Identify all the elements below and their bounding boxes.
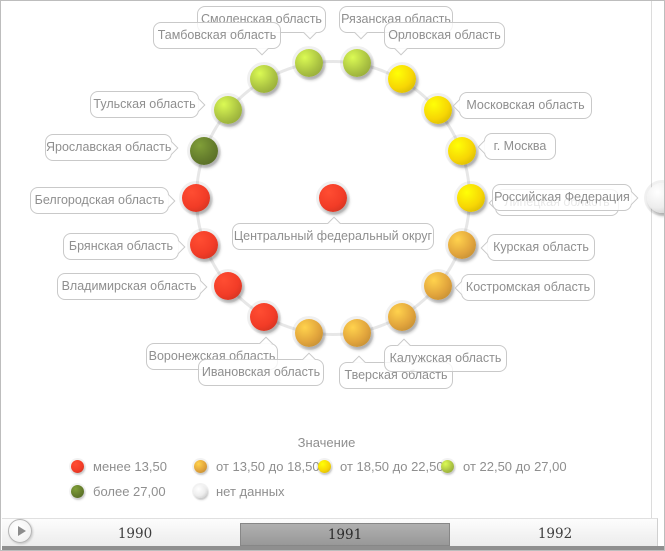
callout-pointer (253, 48, 271, 58)
play-icon (18, 526, 26, 536)
callout-pointer (392, 48, 410, 58)
legend-color-dot (194, 460, 207, 473)
legend-label: более 27,00 (93, 484, 166, 499)
region-label: Брянская область (68, 239, 174, 253)
region-label: Ивановская область (201, 365, 321, 379)
legend-color-dot (71, 460, 84, 473)
legend-label: нет данных (216, 484, 285, 499)
region-label: Российская Федерация (494, 190, 630, 204)
region-callout: Калужская область (384, 338, 507, 372)
region-dot[interactable] (424, 272, 453, 301)
play-button[interactable] (8, 519, 32, 543)
region-label: Владимирская область (61, 279, 197, 293)
region-label: Калужская область (389, 351, 502, 365)
callout-pointer (631, 189, 641, 207)
callout-pointer (198, 96, 208, 114)
center-region-dot[interactable] (319, 184, 347, 212)
legend-color-dot (71, 485, 84, 498)
region-dot[interactable] (424, 95, 453, 124)
region-label: Ярославская область (46, 140, 172, 154)
panel-divider (651, 1, 652, 518)
region-dot[interactable] (250, 303, 279, 332)
region-dot[interactable] (250, 64, 279, 93)
timeline-year-1991[interactable]: 1991 (240, 523, 450, 546)
callout-pointer (171, 139, 181, 157)
region-callout: Курская область (480, 234, 595, 261)
region-callout: Российская Федерация (492, 184, 639, 211)
timeline-year-1992[interactable]: 1992 (537, 526, 573, 542)
region-dot[interactable] (448, 136, 477, 165)
timeline-track (2, 546, 664, 550)
region-callout: Орловская область (384, 22, 505, 56)
region-dot[interactable] (342, 48, 371, 77)
region-callout: Ивановская область (198, 352, 324, 386)
region-callout: Тульская область (90, 91, 206, 118)
region-dot[interactable] (189, 136, 218, 165)
region-dot[interactable] (213, 95, 242, 124)
region-callout: Брянская область (63, 233, 186, 260)
callout-pointer (301, 32, 319, 42)
region-dot[interactable] (189, 231, 218, 260)
callout-pointer (475, 138, 485, 156)
callout-pointer (200, 278, 210, 296)
region-dot[interactable] (387, 64, 416, 93)
callout-pointer (450, 97, 460, 115)
region-callout: Ярославская область (45, 134, 179, 161)
region-label: Московская область (466, 98, 585, 112)
callout-pointer (178, 238, 188, 256)
callout-pointer (352, 32, 370, 42)
region-dot[interactable] (213, 272, 242, 301)
region-dot[interactable] (295, 48, 324, 77)
timeline-year-1990[interactable]: 1990 (117, 526, 153, 542)
callout-pointer (325, 214, 343, 224)
region-dot[interactable] (448, 231, 477, 260)
region-label: Центральный федеральный округ (233, 229, 433, 243)
region-callout: Тамбовская область (153, 22, 281, 56)
legend-title: Значение (297, 435, 356, 450)
region-label: Тульская область (93, 97, 196, 111)
region-callout: Костромская область (454, 274, 595, 301)
reference-region-dot[interactable] (647, 183, 664, 213)
legend-label: от 13,50 до 18,50 (216, 459, 320, 474)
legend-label: от 22,50 до 27,00 (463, 459, 567, 474)
callout-pointer (395, 336, 413, 346)
region-label: г. Москва (493, 139, 547, 153)
region-label: Курская область (493, 240, 589, 254)
callout-pointer (168, 192, 178, 210)
region-dot[interactable] (342, 319, 371, 348)
legend-color-dot (318, 460, 331, 473)
region-label: Белгородская область (34, 193, 165, 207)
legend-label: менее 13,50 (93, 459, 167, 474)
callout-pointer (452, 279, 462, 297)
region-dot[interactable] (181, 184, 210, 212)
callout-pointer (478, 239, 488, 257)
region-label: Орловская область (388, 28, 501, 42)
region-callout: г. Москва (477, 133, 556, 160)
region-callout: Белгородская область (30, 187, 176, 214)
callout-pointer (257, 334, 275, 344)
callout-pointer (350, 353, 368, 363)
legend-color-dot (194, 485, 207, 498)
region-dot[interactable] (295, 319, 324, 348)
region-callout: Центральный федеральный округ (232, 216, 434, 250)
region-dot[interactable] (387, 303, 416, 332)
legend-label: от 18,50 до 22,50 (340, 459, 444, 474)
region-dot[interactable] (456, 184, 485, 212)
region-label: Тамбовская область (157, 28, 277, 42)
region-callout: Владимирская область (57, 273, 208, 300)
region-label: Костромская область (465, 280, 591, 294)
callout-pointer (300, 350, 318, 360)
legend-color-dot (441, 460, 454, 473)
region-callout: Московская область (452, 92, 592, 119)
